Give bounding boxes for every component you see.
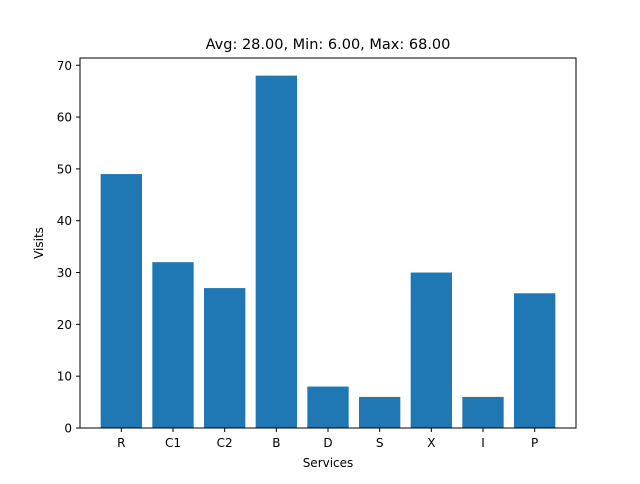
y-tick-label: 30 (57, 266, 72, 280)
x-tick-label: P (531, 436, 538, 450)
bar-B (255, 75, 297, 428)
x-tick-label: D (323, 436, 332, 450)
x-tick-label: S (376, 436, 384, 450)
bars-group (100, 75, 556, 428)
y-tick-label: 10 (57, 370, 72, 384)
y-tick-label: 70 (57, 59, 72, 73)
bar-I (462, 396, 504, 428)
bar-P (514, 293, 556, 428)
y-tick-label: 50 (57, 162, 72, 176)
x-tick-label: C1 (165, 436, 181, 450)
chart-title: Avg: 28.00, Min: 6.00, Max: 68.00 (206, 37, 451, 53)
x-tick-label: C2 (217, 436, 233, 450)
x-tick-label: I (481, 436, 485, 450)
bar-C2 (204, 288, 246, 428)
y-tick-label: 60 (57, 111, 72, 125)
y-tick-label: 20 (57, 318, 72, 332)
y-tick-label: 0 (64, 422, 72, 436)
x-tick-label: R (117, 436, 125, 450)
bar-C1 (152, 262, 194, 428)
x-tick-label: X (427, 436, 435, 450)
bar-S (359, 396, 401, 428)
x-axis: R C1 C2 B D S X I P (117, 428, 538, 450)
bar-D (307, 386, 349, 428)
y-axis: 0 10 20 30 40 50 60 70 (57, 59, 80, 436)
x-axis-label: Services (303, 456, 354, 470)
y-axis-label: Visits (32, 227, 46, 259)
bar-X (410, 272, 452, 428)
bar-R (100, 174, 142, 428)
plot-frame (79, 57, 577, 429)
y-tick-label: 40 (57, 214, 72, 228)
x-tick-label: B (272, 436, 280, 450)
